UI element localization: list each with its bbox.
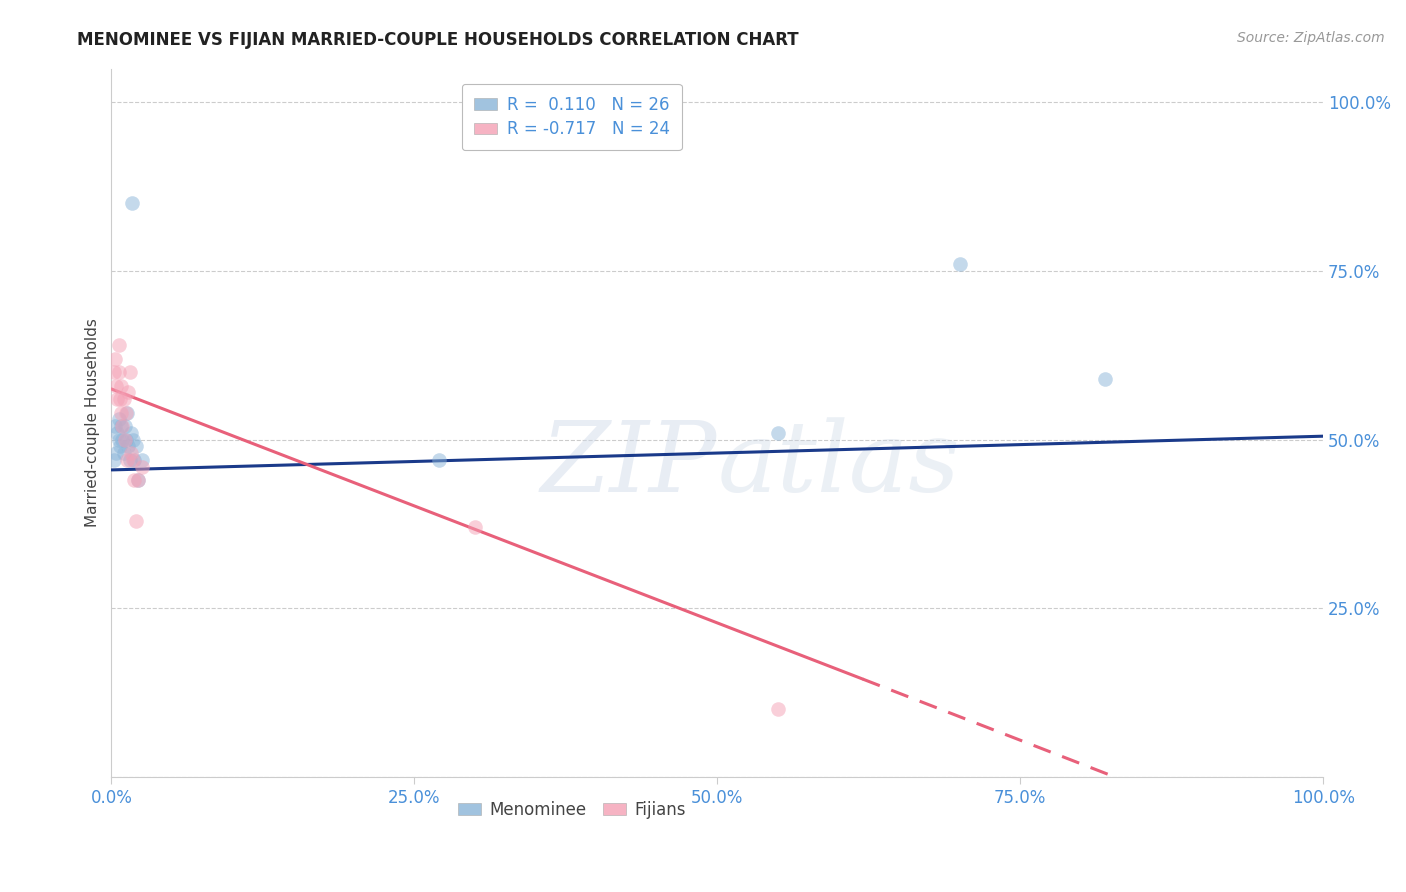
Text: atlas: atlas xyxy=(717,417,960,513)
Point xyxy=(121,196,143,211)
Point xyxy=(120,446,142,460)
Point xyxy=(118,365,141,379)
Point xyxy=(107,412,129,426)
Point xyxy=(107,433,129,447)
Point xyxy=(115,406,138,420)
Point xyxy=(464,520,486,534)
Y-axis label: Married-couple Households: Married-couple Households xyxy=(86,318,100,527)
Point xyxy=(110,378,132,392)
Point xyxy=(115,406,138,420)
Point xyxy=(115,433,138,447)
Point xyxy=(112,446,135,460)
Point xyxy=(117,439,139,453)
Point xyxy=(104,351,127,366)
Point xyxy=(127,473,149,487)
Point xyxy=(124,514,146,528)
Point xyxy=(124,473,146,487)
Point xyxy=(107,365,129,379)
Point xyxy=(124,452,146,467)
Point xyxy=(115,452,138,467)
Point xyxy=(122,452,145,467)
Point xyxy=(111,433,134,447)
Point xyxy=(949,257,972,271)
Point xyxy=(124,439,146,453)
Point xyxy=(103,452,125,467)
Point xyxy=(104,419,127,434)
Point xyxy=(122,433,145,447)
Point xyxy=(114,433,136,447)
Legend: Menominee, Fijians: Menominee, Fijians xyxy=(451,794,693,825)
Text: MENOMINEE VS FIJIAN MARRIED-COUPLE HOUSEHOLDS CORRELATION CHART: MENOMINEE VS FIJIAN MARRIED-COUPLE HOUSE… xyxy=(77,31,799,49)
Point xyxy=(131,459,153,474)
Point xyxy=(108,439,131,453)
Point xyxy=(111,419,134,434)
Text: Source: ZipAtlas.com: Source: ZipAtlas.com xyxy=(1237,31,1385,45)
Point xyxy=(105,378,128,392)
Point xyxy=(120,425,142,440)
Point xyxy=(107,425,129,440)
Point xyxy=(131,452,153,467)
Point xyxy=(105,446,128,460)
Point xyxy=(110,419,132,434)
Point xyxy=(127,473,149,487)
Point xyxy=(108,392,131,406)
Point xyxy=(1094,372,1116,386)
Point xyxy=(766,425,789,440)
Point xyxy=(107,338,129,352)
Point xyxy=(112,392,135,406)
Point xyxy=(114,419,136,434)
Point xyxy=(427,452,450,467)
Point xyxy=(107,392,129,406)
Point xyxy=(103,365,125,379)
Text: ZIP: ZIP xyxy=(541,417,717,513)
Point xyxy=(118,452,141,467)
Point xyxy=(117,385,139,400)
Point xyxy=(766,702,789,716)
Point xyxy=(110,406,132,420)
